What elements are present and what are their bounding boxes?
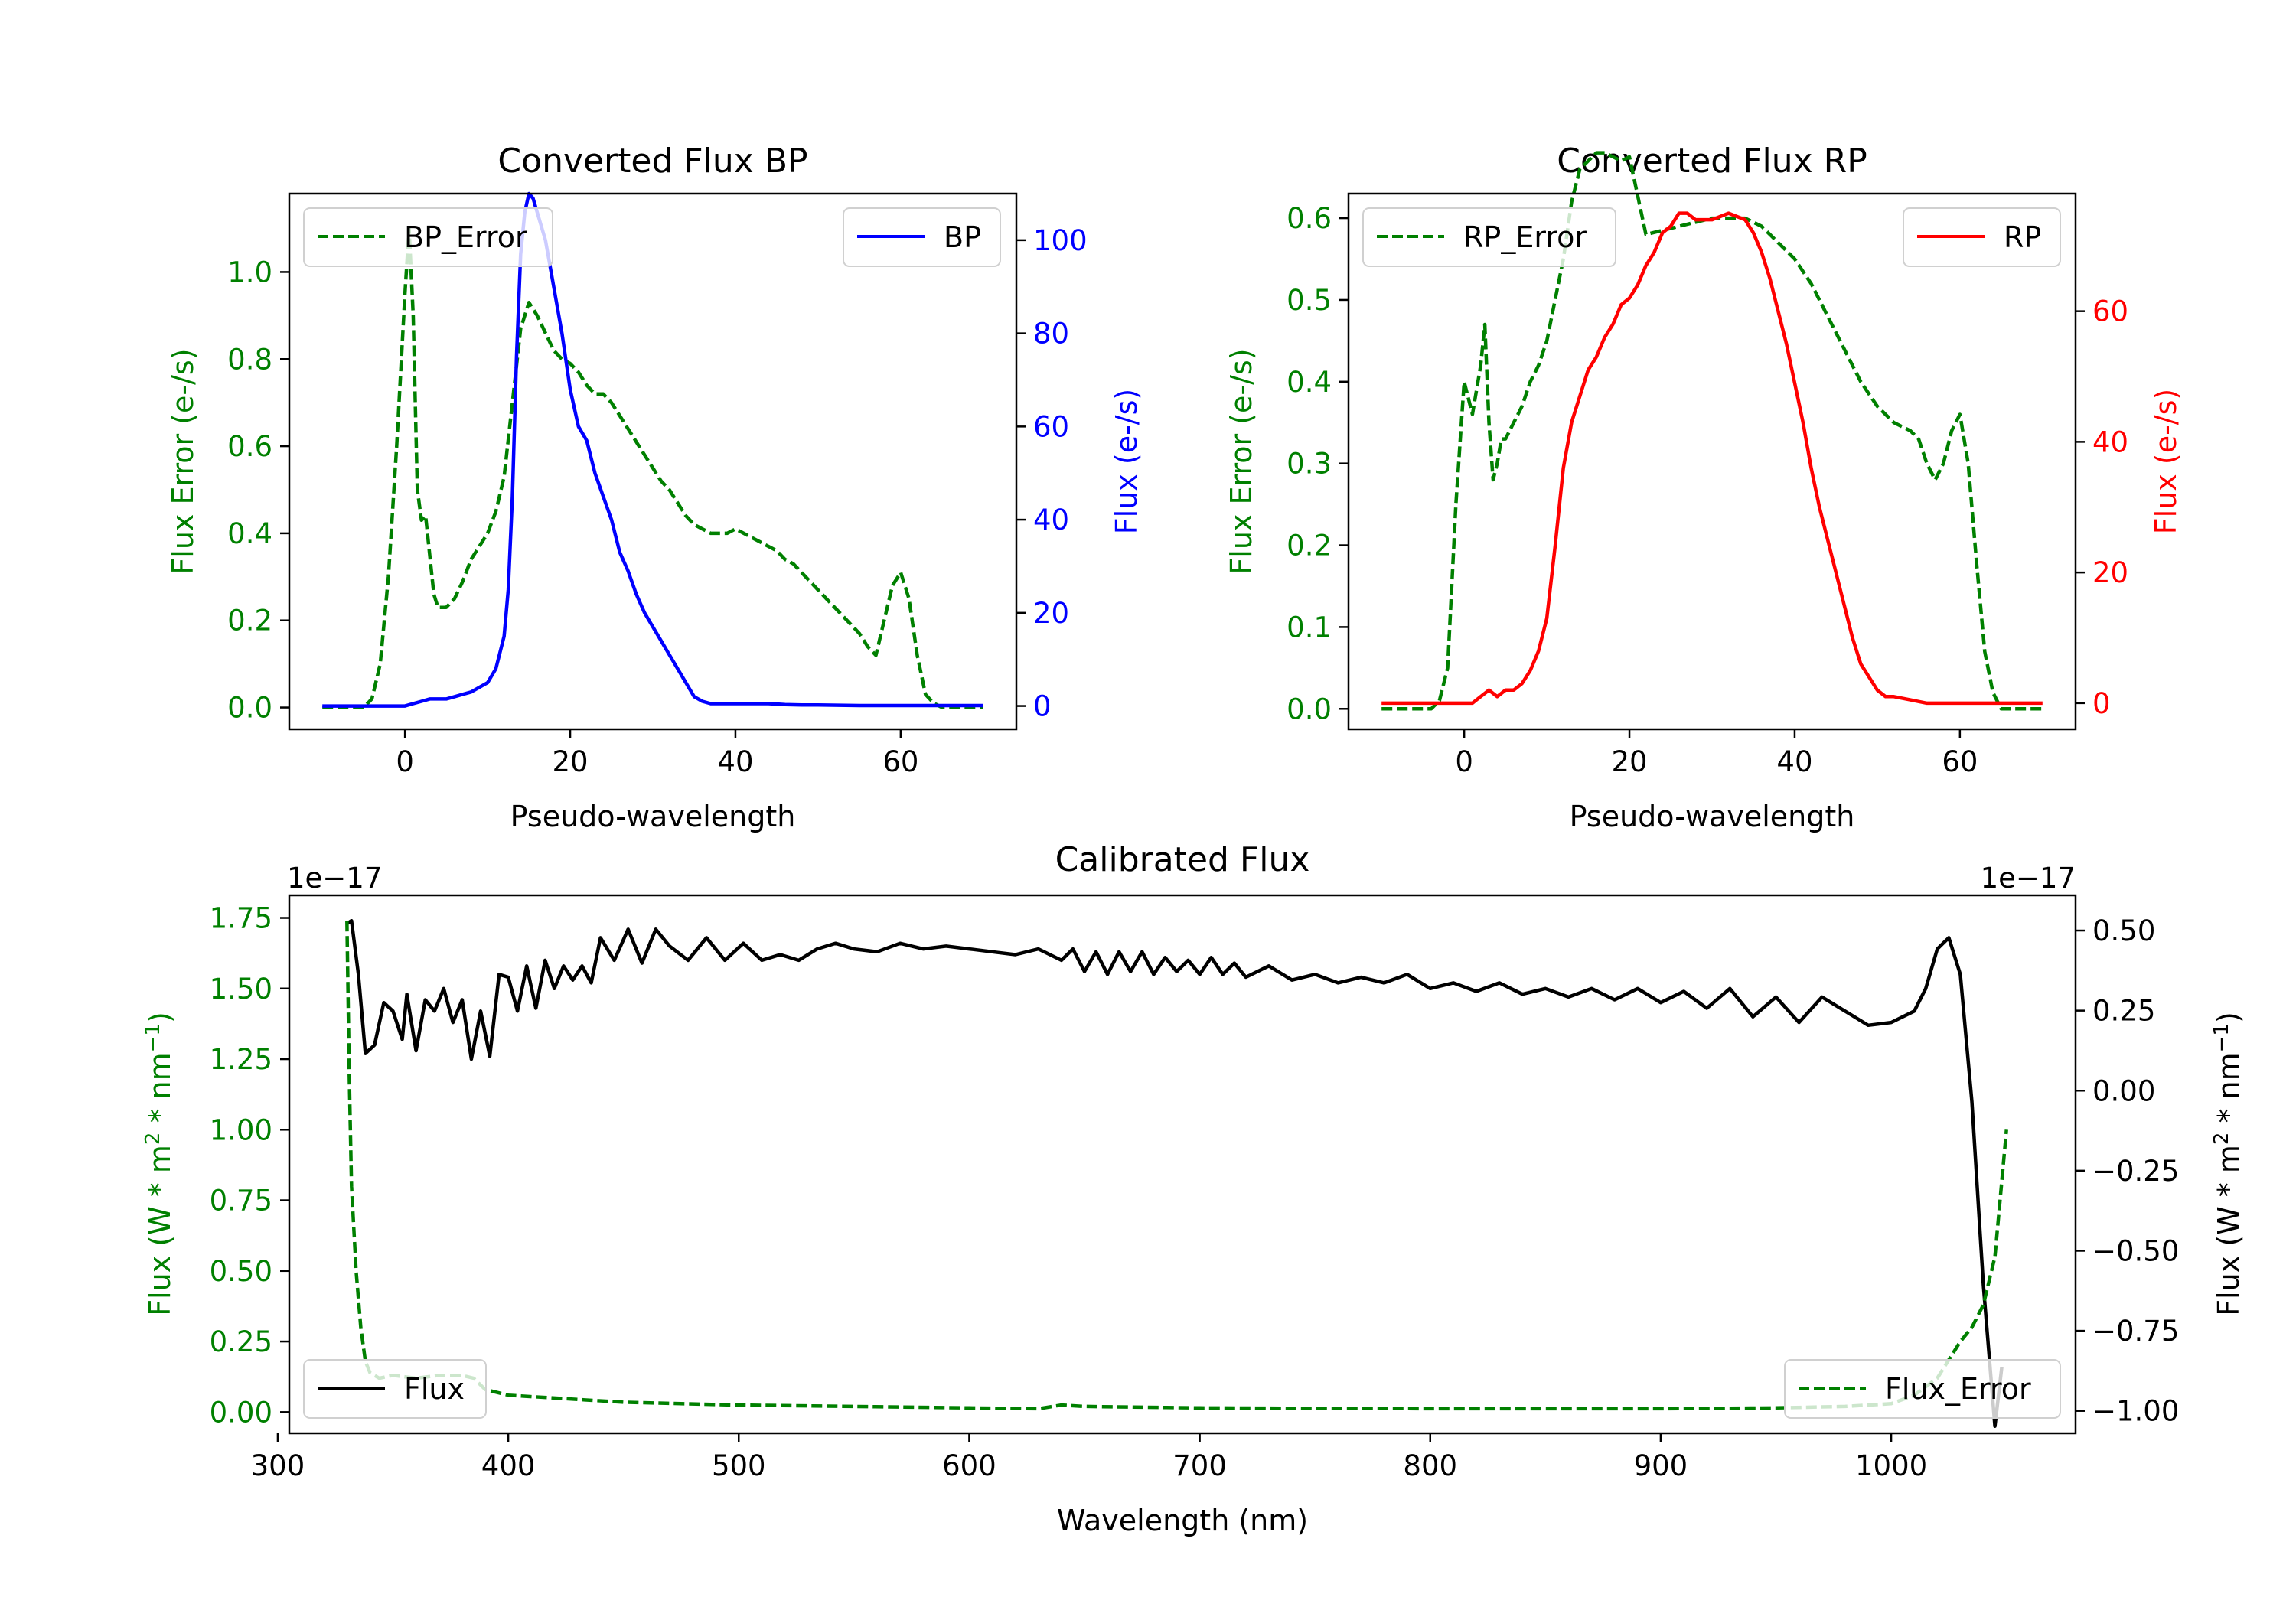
y-left-tick-label: 0.6 bbox=[1287, 202, 1332, 235]
y-right-tick-label: 40 bbox=[1033, 504, 1069, 536]
cal-legend-left-label: Flux bbox=[404, 1372, 465, 1406]
y-right-tick-label: −0.25 bbox=[2092, 1155, 2179, 1188]
y-left-tick-label: 0.75 bbox=[210, 1185, 272, 1217]
y-left-tick-label: 1.00 bbox=[210, 1113, 272, 1146]
cal-xlabel: Wavelength (nm) bbox=[1057, 1504, 1308, 1537]
y-right-tick-label: 60 bbox=[2092, 295, 2128, 328]
y-right-tick-label: 20 bbox=[1033, 597, 1069, 630]
y-left-tick-label: 0.5 bbox=[1287, 284, 1332, 317]
x-tick-label: 0 bbox=[396, 745, 414, 778]
y-right-tick-label: 60 bbox=[1033, 410, 1069, 443]
panel-bp: Converted Flux BP 0 20 40 60 0.0 0.2 0.4 0.6 0.8… bbox=[166, 142, 1143, 833]
x-tick-label: 60 bbox=[882, 745, 918, 778]
y-right-tick-label: −1.00 bbox=[2092, 1395, 2179, 1428]
x-tick-label: 900 bbox=[1634, 1449, 1688, 1482]
x-tick-label: 1000 bbox=[1855, 1449, 1927, 1482]
y-left-tick-label: 0.50 bbox=[210, 1255, 272, 1288]
cal-ylabel-left: Flux (W * m2 * nm−1) bbox=[142, 1012, 177, 1316]
bp-ylabel-right: Flux (e-/s) bbox=[1110, 389, 1143, 534]
bp-plot-frame bbox=[288, 192, 1018, 731]
rp-legend-left-label: RP_Error bbox=[1463, 220, 1587, 254]
y-right-tick-label: 80 bbox=[1033, 318, 1069, 350]
y-left-tick-label: 0.3 bbox=[1287, 448, 1332, 481]
y-left-tick-label: 0.4 bbox=[227, 517, 272, 550]
y-left-tick-label: 0.0 bbox=[1287, 693, 1332, 725]
series-line-rp-error bbox=[1381, 151, 2043, 711]
x-tick-label: 800 bbox=[1403, 1449, 1457, 1482]
cal-ylabel-right: Flux (W * m2 * nm−1) bbox=[2210, 1012, 2245, 1316]
y-left-tick-label: 1.50 bbox=[210, 973, 272, 1006]
x-tick-label: 20 bbox=[552, 745, 588, 778]
y-right-tick-label: 20 bbox=[2092, 556, 2128, 589]
y-right-tick-label: −0.50 bbox=[2092, 1234, 2179, 1267]
cal-title: Calibrated Flux bbox=[1055, 840, 1310, 879]
y-left-tick-label: 0.00 bbox=[210, 1396, 272, 1429]
y-right-tick-label: 40 bbox=[2092, 425, 2128, 458]
y-left-tick-label: 0.8 bbox=[227, 343, 272, 376]
x-tick-label: 700 bbox=[1172, 1449, 1227, 1482]
rp-ylabel-left: Flux Error (e-/s) bbox=[1225, 348, 1258, 574]
series-line-flux bbox=[346, 918, 2004, 1429]
rp-ylabel-right: Flux (e-/s) bbox=[2149, 389, 2183, 534]
y-left-tick-label: 1.75 bbox=[210, 902, 272, 935]
x-tick-label: 400 bbox=[481, 1449, 536, 1482]
y-left-tick-label: 0.4 bbox=[1287, 366, 1332, 399]
cal-offset-right: 1e−17 bbox=[1981, 862, 2076, 895]
y-right-tick-label: 0.25 bbox=[2092, 995, 2155, 1028]
y-right-tick-label: 0.00 bbox=[2092, 1074, 2155, 1107]
bp-legend-left-label: BP_Error bbox=[404, 220, 527, 254]
rp-plot-frame bbox=[1347, 192, 2077, 731]
x-tick-label: 40 bbox=[717, 745, 753, 778]
y-left-tick-label: 0.25 bbox=[210, 1325, 272, 1358]
rp-legend-right-label: RP bbox=[2004, 220, 2041, 254]
cal-legend-left[interactable]: Flux bbox=[303, 1359, 487, 1419]
bp-title: Converted Flux BP bbox=[497, 142, 807, 181]
y-right-tick-label: 100 bbox=[1033, 224, 1088, 257]
rp-xlabel: Pseudo-wavelength bbox=[1570, 800, 1855, 833]
cal-plot-frame bbox=[288, 894, 2077, 1435]
x-tick-label: 40 bbox=[1776, 745, 1812, 778]
x-tick-label: 0 bbox=[1455, 745, 1473, 778]
x-tick-label: 60 bbox=[1942, 745, 1978, 778]
y-right-tick-label: 0 bbox=[1033, 690, 1052, 723]
panel-rp: Converted Flux RP 0 20 40 60 0.0 0.1 0.2 0.3 0.4… bbox=[1225, 142, 2183, 833]
y-right-tick-label: 0 bbox=[2092, 687, 2111, 720]
series-line-bp-error bbox=[322, 227, 983, 709]
x-tick-label: 300 bbox=[251, 1449, 305, 1482]
y-left-tick-label: 0.2 bbox=[1287, 530, 1332, 562]
cal-legend-right-label: Flux_Error bbox=[1885, 1372, 2031, 1406]
series-line-flux-error bbox=[345, 921, 2008, 1411]
panel-calibrated: Calibrated Flux 1e−17 1e−17 300 400 500 600… bbox=[142, 840, 2245, 1537]
x-tick-label: 20 bbox=[1611, 745, 1647, 778]
x-tick-label: 500 bbox=[712, 1449, 766, 1482]
cal-legend-right[interactable]: Flux_Error bbox=[1784, 1359, 2061, 1419]
rp-legend-right[interactable]: RP bbox=[1903, 207, 2061, 267]
bp-ylabel-left: Flux Error (e-/s) bbox=[166, 348, 200, 574]
y-left-tick-label: 1.0 bbox=[227, 256, 272, 288]
rp-title: Converted Flux RP bbox=[1557, 142, 1867, 181]
y-left-tick-label: 0.2 bbox=[227, 605, 272, 637]
rp-legend-left[interactable]: RP_Error bbox=[1362, 207, 1616, 267]
y-right-tick-label: 0.50 bbox=[2092, 914, 2155, 947]
bp-xlabel: Pseudo-wavelength bbox=[510, 800, 796, 833]
cal-offset-left: 1e−17 bbox=[287, 862, 382, 895]
series-line-rp bbox=[1381, 211, 2043, 706]
bp-legend-right-label: BP bbox=[944, 220, 981, 254]
series-line-bp bbox=[322, 191, 983, 708]
y-left-tick-label: 1.25 bbox=[210, 1043, 272, 1076]
x-tick-label: 600 bbox=[942, 1449, 996, 1482]
y-left-tick-label: 0.1 bbox=[1287, 611, 1332, 644]
bp-legend-right[interactable]: BP bbox=[843, 207, 1001, 267]
y-right-tick-label: −0.75 bbox=[2092, 1315, 2179, 1348]
bp-legend-left[interactable]: BP_Error bbox=[303, 207, 553, 267]
y-left-tick-label: 0.0 bbox=[227, 692, 272, 725]
y-left-tick-label: 0.6 bbox=[227, 430, 272, 463]
